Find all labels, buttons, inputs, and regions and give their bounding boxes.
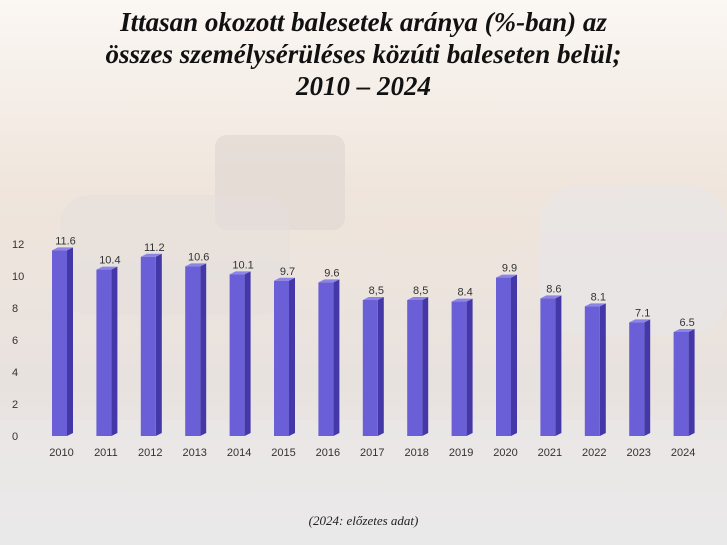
bar-top bbox=[274, 277, 295, 281]
data-label: 8.1 bbox=[591, 291, 606, 303]
x-tick-label: 2020 bbox=[493, 447, 517, 459]
data-label: 8,5 bbox=[413, 285, 428, 297]
bar bbox=[496, 277, 511, 436]
bar-top bbox=[584, 303, 606, 307]
chart-title: Ittasan okozott balesetek aránya (%-ban)… bbox=[0, 6, 727, 102]
x-tick-label: 2016 bbox=[316, 447, 340, 459]
x-tick-label: 2021 bbox=[538, 447, 562, 459]
bar bbox=[52, 250, 67, 436]
y-tick-label: 12 bbox=[12, 239, 24, 251]
bar-side bbox=[688, 329, 695, 436]
bar-top bbox=[496, 274, 517, 278]
bar bbox=[451, 301, 467, 436]
bar bbox=[185, 266, 201, 436]
bar-side bbox=[289, 277, 295, 436]
bar bbox=[540, 298, 556, 436]
x-tick-label: 2022 bbox=[582, 447, 606, 459]
bar bbox=[318, 282, 334, 436]
bar-top bbox=[229, 271, 251, 275]
x-tick-label: 2024 bbox=[671, 447, 695, 459]
bar-top bbox=[185, 263, 207, 267]
bar-top bbox=[52, 247, 73, 251]
bar-top bbox=[96, 266, 118, 270]
data-label: 6.5 bbox=[679, 317, 694, 329]
bar-top bbox=[629, 319, 651, 323]
data-label: 8.4 bbox=[457, 287, 472, 299]
data-label: 9.7 bbox=[280, 266, 295, 278]
bar-top bbox=[362, 297, 384, 300]
data-label: 10.4 bbox=[99, 255, 120, 267]
bar-side bbox=[644, 319, 651, 436]
bar-top bbox=[673, 329, 695, 332]
bar-side bbox=[466, 298, 473, 436]
y-tick-label: 10 bbox=[12, 271, 24, 283]
bar-side bbox=[422, 297, 429, 436]
x-tick-label: 2017 bbox=[360, 447, 384, 459]
y-tick-label: 0 bbox=[12, 431, 18, 443]
title-line-2: összes személysérüléses közúti baleseten… bbox=[105, 39, 622, 69]
data-label: 9.6 bbox=[324, 267, 339, 279]
data-label: 7.1 bbox=[635, 307, 650, 319]
x-tick-label: 2023 bbox=[626, 447, 650, 459]
bar-side bbox=[377, 297, 384, 436]
bar-side bbox=[67, 247, 73, 436]
bar-side bbox=[511, 274, 517, 436]
data-label: 9.9 bbox=[502, 263, 517, 275]
bar bbox=[140, 256, 156, 436]
y-tick-label: 2 bbox=[12, 399, 18, 411]
data-label: 10.1 bbox=[232, 259, 253, 271]
footnote: (2024: előzetes adat) bbox=[308, 513, 419, 528]
data-label: 8,5 bbox=[369, 285, 384, 297]
x-tick-label: 2014 bbox=[227, 447, 251, 459]
x-tick-label: 2011 bbox=[94, 447, 118, 459]
x-tick-label: 2015 bbox=[271, 447, 295, 459]
bar bbox=[96, 269, 112, 436]
bar-side bbox=[155, 253, 162, 436]
y-tick-label: 6 bbox=[12, 335, 18, 347]
bar bbox=[274, 280, 289, 436]
bar bbox=[584, 306, 600, 436]
y-tick-label: 4 bbox=[12, 367, 18, 379]
bar-top bbox=[407, 297, 429, 300]
x-tick-label: 2013 bbox=[182, 447, 206, 459]
bar bbox=[362, 300, 378, 436]
bar-top bbox=[318, 279, 340, 283]
bar-top bbox=[540, 295, 562, 299]
bar-side bbox=[555, 295, 562, 436]
x-tick-label: 2012 bbox=[138, 447, 162, 459]
data-label: 8.6 bbox=[546, 283, 561, 295]
bar bbox=[407, 300, 423, 436]
bar-top bbox=[140, 253, 162, 257]
bar-side bbox=[200, 263, 207, 436]
data-label: 11.6 bbox=[55, 235, 76, 247]
data-label: 11.2 bbox=[144, 242, 165, 254]
bar-side bbox=[244, 271, 251, 436]
x-tick-label: 2019 bbox=[449, 447, 473, 459]
x-tick-label: 2018 bbox=[404, 447, 428, 459]
bar-side bbox=[111, 266, 118, 436]
bar-side bbox=[333, 279, 340, 436]
x-tick-label: 2010 bbox=[49, 447, 73, 459]
data-label: 10.6 bbox=[188, 251, 209, 263]
bar bbox=[229, 274, 245, 436]
bar bbox=[629, 322, 645, 436]
bar-side bbox=[599, 303, 606, 436]
bar bbox=[673, 332, 689, 436]
bar-top bbox=[451, 298, 473, 302]
title-line-1: Ittasan okozott balesetek aránya (%-ban)… bbox=[120, 7, 607, 37]
title-line-3: 2010 – 2024 bbox=[296, 71, 431, 101]
y-tick-label: 8 bbox=[12, 303, 18, 315]
